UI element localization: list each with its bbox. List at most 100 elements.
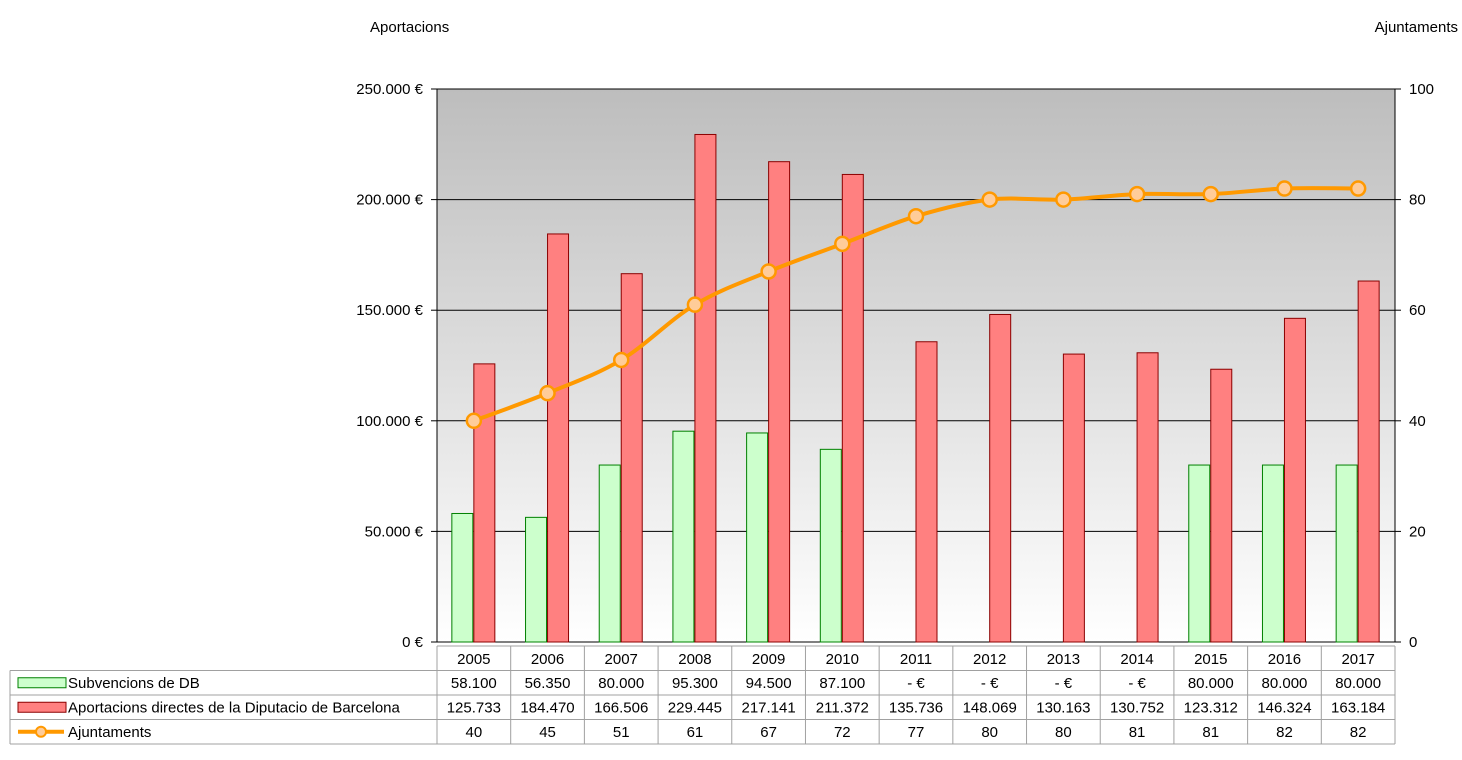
- marker-ajuntaments: [1349, 180, 1367, 197]
- right-tick-label: 40: [1409, 413, 1426, 430]
- bar-subvencions: [819, 448, 842, 643]
- table-cell: 184.470: [520, 699, 574, 716]
- right-tick-label: 0: [1409, 634, 1417, 651]
- bar-aportacions: [473, 363, 496, 643]
- table-cell: 80.000: [1335, 675, 1381, 692]
- category-label: 2010: [826, 651, 859, 668]
- bar-aportacions: [694, 133, 717, 643]
- table-cell: 80.000: [1188, 675, 1234, 692]
- legend-swatch: [35, 725, 47, 738]
- table-cell: 81: [1129, 724, 1146, 741]
- legend-label: Aportacions directes de la Diputacio de …: [68, 699, 401, 716]
- table-cell: 130.752: [1110, 699, 1164, 716]
- bar-aportacions: [1062, 353, 1085, 643]
- table-cell: 166.506: [594, 699, 648, 716]
- marker-ajuntaments: [1128, 185, 1146, 203]
- bar-subvencions: [525, 516, 548, 643]
- bar-aportacions: [620, 273, 643, 643]
- table-cell: 61: [687, 724, 704, 741]
- bar-aportacions: [547, 233, 570, 643]
- left-tick-label: 150.000 €: [356, 302, 423, 319]
- table-cell: 229.445: [668, 699, 722, 716]
- bars-layer: [451, 133, 1380, 643]
- table-cell: - €: [907, 675, 925, 692]
- table-cell: 130.163: [1036, 699, 1090, 716]
- category-label: 2007: [605, 651, 638, 668]
- marker-ajuntaments: [907, 207, 925, 225]
- category-label: 2008: [678, 651, 711, 668]
- legend-label: Ajuntaments: [68, 724, 151, 741]
- category-label: 2014: [1120, 651, 1153, 668]
- table-cell: 135.736: [889, 699, 943, 716]
- bar-aportacions: [768, 161, 791, 643]
- table-cell: 81: [1202, 724, 1219, 741]
- category-label: 2015: [1194, 651, 1227, 668]
- marker-ajuntaments: [981, 191, 998, 208]
- category-label: 2005: [457, 651, 490, 668]
- right-tick-label: 60: [1409, 302, 1426, 319]
- table-cell: 82: [1350, 724, 1367, 741]
- bar-subvencions: [672, 430, 695, 643]
- bar-aportacions: [841, 173, 864, 643]
- marker-ajuntaments: [612, 351, 630, 369]
- bar-subvencions: [1261, 464, 1284, 643]
- table-cell: 40: [466, 724, 483, 741]
- bar-subvencions: [1335, 464, 1358, 643]
- left-tick-label: 100.000 €: [356, 413, 423, 430]
- legend-swatch: [17, 677, 67, 689]
- bar-aportacions: [1136, 352, 1159, 643]
- table-cell: 80: [1055, 724, 1072, 741]
- marker-ajuntaments: [686, 296, 704, 313]
- table-cell: 51: [613, 724, 630, 741]
- bar-subvencions: [746, 432, 769, 643]
- marker-ajuntaments: [465, 412, 483, 430]
- left-tick-label: 200.000 €: [356, 192, 423, 209]
- table-cell: 80.000: [1262, 675, 1308, 692]
- category-label: 2016: [1268, 651, 1301, 668]
- category-label: 2009: [752, 651, 785, 668]
- legend-label: Subvencions de DB: [68, 675, 200, 692]
- marker-ajuntaments: [1202, 185, 1220, 203]
- table-cell: 82: [1276, 724, 1293, 741]
- left-tick-label: 50.000 €: [365, 523, 424, 540]
- left-tick-label: 250.000 €: [356, 81, 423, 98]
- table-cell: 45: [539, 724, 556, 741]
- right-tick-label: 100: [1409, 81, 1434, 98]
- table-cell: 123.312: [1184, 699, 1238, 716]
- table-cell: 80.000: [598, 675, 644, 692]
- bar-aportacions: [989, 313, 1012, 643]
- category-label: 2012: [973, 651, 1006, 668]
- marker-ajuntaments: [539, 384, 556, 402]
- marker-ajuntaments: [1055, 191, 1072, 208]
- bar-aportacions: [915, 341, 938, 643]
- table-cell: 67: [760, 724, 777, 741]
- right-tick-label: 80: [1409, 192, 1426, 209]
- table-cell: 217.141: [741, 699, 795, 716]
- table-cell: 58.100: [451, 675, 497, 692]
- line-layer: [465, 180, 1367, 430]
- category-label: 2011: [900, 651, 932, 668]
- table-cell: - €: [1055, 675, 1073, 692]
- right-tick-label: 20: [1409, 523, 1426, 540]
- table-cell: 72: [834, 724, 851, 741]
- data-table: 2005 2006 2007 2008 2009 2010 2011 2012 2013 2014…: [9, 645, 1396, 745]
- table-cell: - €: [1128, 675, 1146, 692]
- right-axis-title: Ajuntaments: [1375, 19, 1458, 36]
- table-cell: 94.500: [746, 675, 792, 692]
- marker-ajuntaments: [834, 235, 851, 253]
- bar-subvencions: [451, 512, 474, 643]
- left-tick-label: 0 €: [402, 634, 424, 651]
- table-cell: 163.184: [1331, 699, 1385, 716]
- axes-layer: 0 € 50.000 € 100.000 € 150.000 € 200.000 € 25…: [356, 81, 1434, 651]
- bar-subvencions: [598, 464, 621, 643]
- legend-swatch: [17, 701, 67, 713]
- table-cell: 148.069: [963, 699, 1017, 716]
- marker-ajuntaments: [1276, 180, 1293, 197]
- table-cell: 77: [908, 724, 925, 741]
- category-label: 2013: [1047, 651, 1080, 668]
- bar-aportacions: [1283, 317, 1306, 643]
- marker-ajuntaments: [760, 263, 777, 280]
- table-cell: 80: [981, 724, 998, 741]
- table-cell: 146.324: [1257, 699, 1311, 716]
